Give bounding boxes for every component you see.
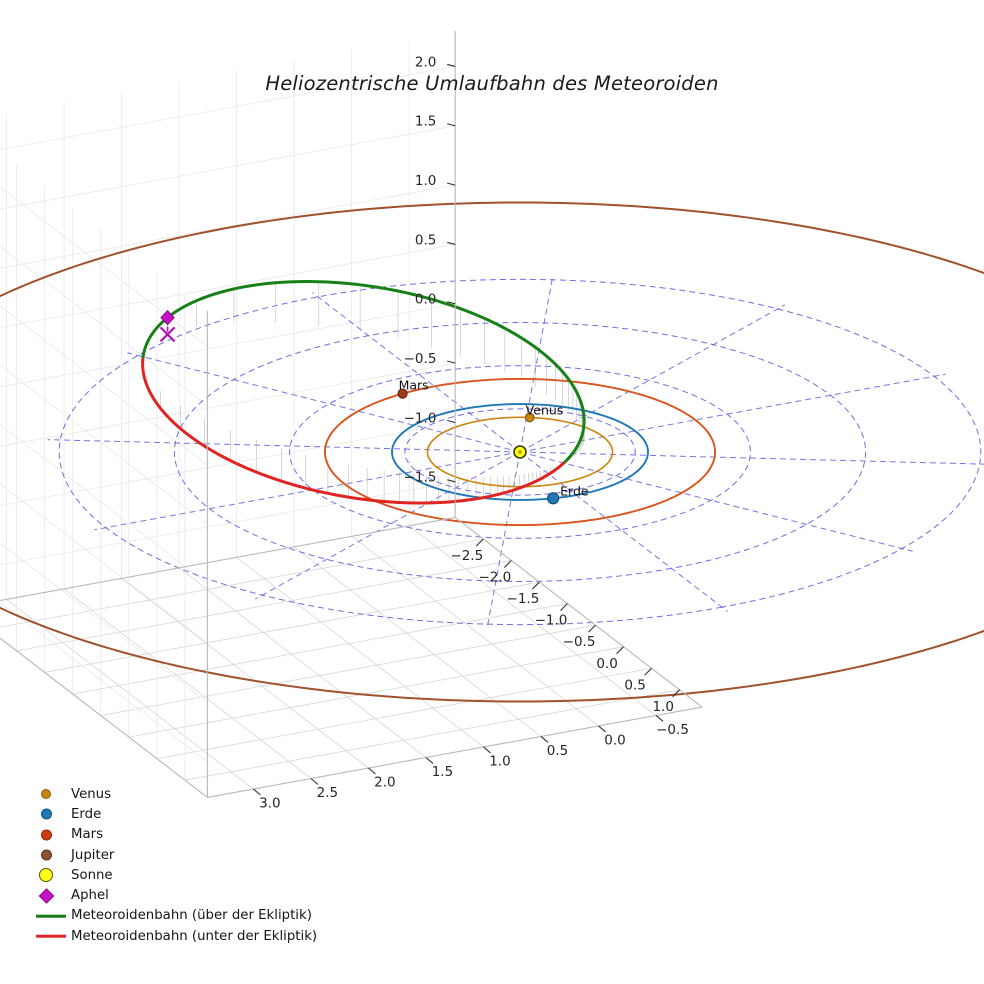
label-venus: Venus [526, 403, 564, 418]
orbit-stem-lines [146, 281, 585, 503]
tick-labels: −2.5−2.0−1.5−1.0−0.50.00.51.0−0.50.00.51… [259, 54, 689, 811]
y-tick-label: −0.5 [656, 722, 689, 738]
legend-line [36, 934, 66, 938]
legend-label: Erde [71, 806, 102, 822]
legend-label: Aphel [71, 888, 109, 904]
legend-dot [40, 829, 52, 841]
legend-marker-circle-icon [34, 784, 68, 804]
label-erde: Erde [560, 483, 589, 498]
legend-label: Meteoroidenbahn (unter der Ekliptik) [71, 928, 318, 944]
legend-dot [40, 849, 52, 861]
legend-marker-diamond-icon [34, 886, 68, 906]
label-mars: Mars [399, 378, 429, 393]
legend-entry[interactable]: Mars [34, 825, 317, 845]
y-tick-label: 3.0 [259, 796, 280, 812]
legend-entry[interactable]: Sonne [34, 865, 317, 885]
legend-entry[interactable]: Venus [34, 784, 317, 804]
y-tick-label: 2.5 [317, 785, 338, 801]
z-tick-label: −0.5 [404, 351, 437, 367]
z-tick-label: −1.5 [404, 470, 437, 486]
legend-entry[interactable]: Aphel [34, 885, 317, 905]
z-tick-label: 0.5 [415, 232, 436, 248]
z-tick-label: 0.0 [415, 292, 436, 308]
planet-orbits [0, 201, 984, 703]
legend-label: Venus [71, 786, 112, 802]
axes-panes [0, 39, 680, 790]
z-tick-label: 1.0 [415, 173, 436, 189]
x-tick-label: −0.5 [563, 634, 596, 650]
x-tick-label: −2.0 [478, 570, 511, 586]
legend-marker-line-icon [34, 906, 68, 926]
legend-entry[interactable]: Meteoroidenbahn (über der Ekliptik) [34, 906, 317, 926]
mars-marker [397, 388, 408, 399]
x-tick-label: −2.5 [450, 548, 483, 564]
z-tick-label: 1.5 [415, 114, 436, 130]
legend-dot [41, 789, 51, 800]
y-tick-label: 0.0 [604, 733, 625, 749]
legend-marker-circle-icon [34, 804, 68, 824]
legend-line [36, 914, 66, 918]
legend-marker-line-icon [34, 926, 68, 946]
z-tick-label: −1.0 [404, 410, 437, 426]
x-tick-label: −1.0 [535, 613, 568, 629]
x-tick-label: 0.5 [624, 677, 645, 693]
legend-marker-circle-icon [34, 825, 68, 845]
legend-label: Meteoroidenbahn (über der Ekliptik) [71, 908, 312, 924]
y-tick-label: 1.0 [489, 754, 510, 770]
y-tick-label: 2.0 [374, 775, 395, 791]
legend-label: Sonne [71, 867, 113, 883]
aphelion-marker [160, 309, 175, 326]
body-labels: Erde Venus Mars [399, 378, 589, 499]
legend-dot [39, 868, 53, 883]
plot-title: Heliozentrische Umlaufbahn des Meteoroid… [265, 72, 719, 95]
legend-label: Jupiter [71, 847, 115, 863]
legend-entry[interactable]: Jupiter [34, 845, 317, 865]
z-tick-label: 2.0 [415, 54, 436, 70]
meteoroid-orbit [141, 280, 586, 505]
sun-core [518, 450, 522, 454]
legend-entry[interactable]: Meteoroidenbahn (unter der Ekliptik) [34, 926, 317, 946]
x-tick-label: 0.0 [596, 656, 617, 672]
x-tick-label: 1.0 [652, 699, 673, 715]
legend-label: Mars [71, 827, 104, 843]
legend-marker-circle-icon [34, 865, 68, 885]
x-tick-label: −1.5 [507, 591, 540, 607]
venus-marker [524, 412, 535, 423]
legend-entry[interactable]: Erde [34, 804, 317, 824]
axis-spines-ticks [0, 30, 703, 798]
earth-marker [547, 492, 560, 505]
legend-marker-circle-icon [34, 845, 68, 865]
plot-legend: Venus Erde Mars Jupiter Sonne Aphel Meteoroide… [34, 784, 317, 946]
body-markers [159, 309, 560, 505]
legend-dot [40, 808, 52, 820]
y-tick-label: 0.5 [547, 743, 568, 759]
legend-diamond [38, 887, 54, 904]
y-tick-label: 1.5 [432, 764, 453, 780]
